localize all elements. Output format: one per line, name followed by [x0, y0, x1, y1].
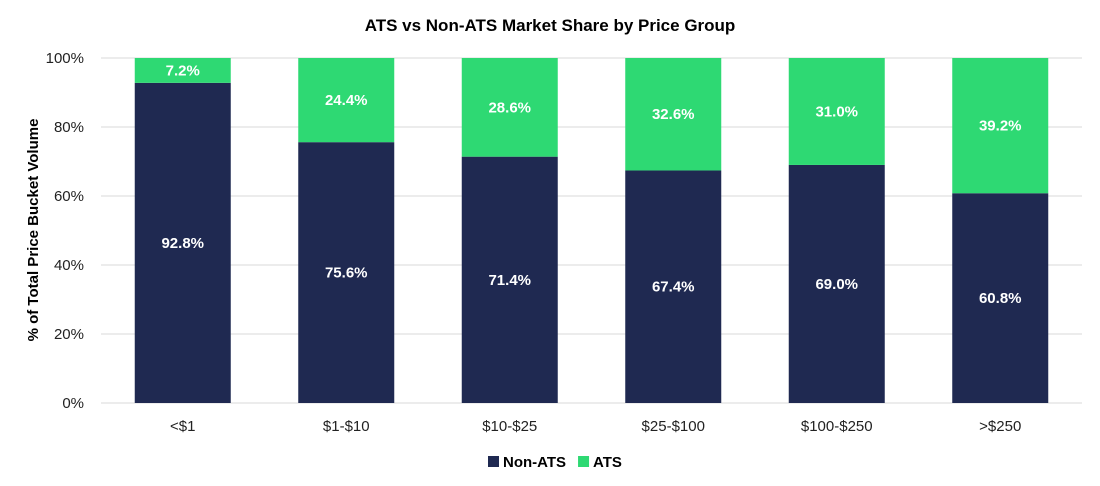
bar-non-ats — [461, 156, 558, 403]
y-tick-label: 100% — [46, 50, 84, 67]
data-label: 32.6% — [652, 106, 695, 123]
legend-swatch-non-ats — [488, 456, 499, 467]
data-label: 60.8% — [979, 290, 1022, 307]
data-label: 31.0% — [815, 103, 858, 120]
bar-non-ats — [134, 82, 231, 403]
x-tick-label: $1-$10 — [323, 418, 370, 435]
chart-title: ATS vs Non-ATS Market Share by Price Gro… — [365, 16, 736, 35]
data-label: 67.4% — [652, 279, 695, 296]
data-label: 7.2% — [166, 62, 200, 79]
data-label: 39.2% — [979, 118, 1022, 135]
data-label: 69.0% — [815, 276, 858, 293]
data-label: 24.4% — [325, 92, 368, 109]
y-tick-label: 20% — [54, 326, 84, 343]
data-label: 28.6% — [488, 99, 531, 116]
bar-non-ats — [625, 170, 722, 403]
x-tick-label: <$1 — [170, 418, 195, 435]
bar-ats — [625, 58, 722, 171]
bar-non-ats — [952, 193, 1049, 403]
y-tick-label: 40% — [54, 257, 84, 274]
data-label: 75.6% — [325, 265, 368, 282]
bar-non-ats — [788, 164, 885, 403]
bar-ats — [788, 58, 885, 165]
y-axis-label: % of Total Price Bucket Volume — [25, 119, 42, 342]
legend-label: ATS — [593, 454, 622, 471]
x-tick-label: >$250 — [979, 418, 1021, 435]
data-label: 71.4% — [488, 272, 531, 289]
y-tick-label: 0% — [62, 395, 84, 412]
bar-ats — [461, 58, 558, 157]
bar-non-ats — [298, 142, 395, 403]
x-tick-label: $25-$100 — [642, 418, 705, 435]
legend-label: Non-ATS — [503, 454, 566, 471]
data-label: 92.8% — [161, 235, 204, 252]
y-tick-label: 80% — [54, 119, 84, 136]
legend-swatch-ats — [578, 456, 590, 467]
y-tick-label: 60% — [54, 188, 84, 205]
bar-ats — [952, 58, 1049, 194]
x-tick-label: $100-$250 — [801, 418, 873, 435]
bar-ats — [134, 58, 231, 83]
x-tick-label: $10-$25 — [482, 418, 537, 435]
bar-ats — [298, 58, 395, 143]
